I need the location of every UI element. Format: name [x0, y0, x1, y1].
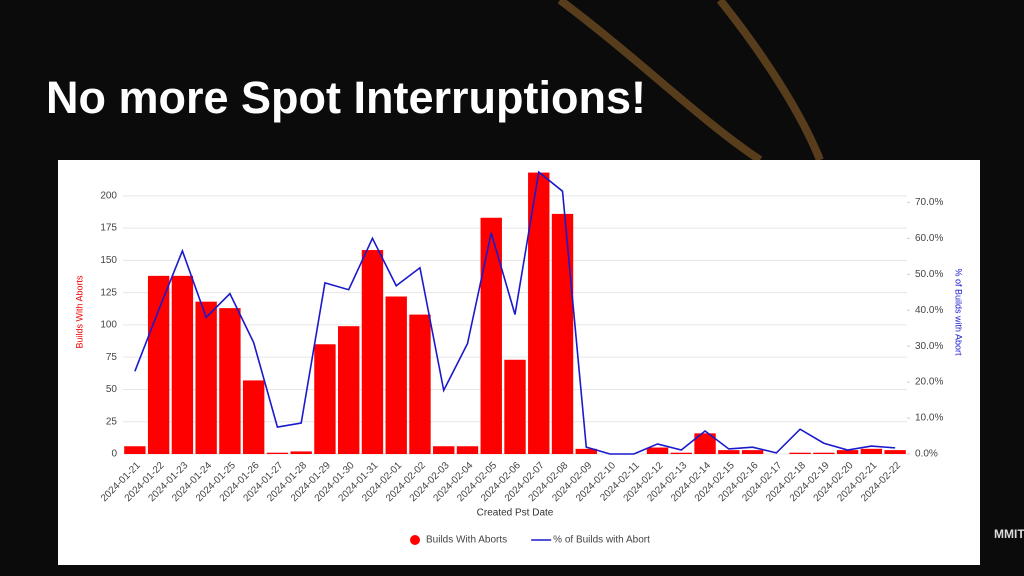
x-axis-title: Created Pst Date [477, 508, 554, 519]
bar [884, 450, 906, 454]
legend-swatch [410, 535, 420, 545]
y2-tick-label: 30.0% [915, 341, 943, 352]
bar [147, 275, 170, 454]
bar [528, 172, 550, 454]
decoration [557, 0, 824, 164]
bar [836, 450, 859, 454]
bar [646, 447, 669, 454]
bar [433, 446, 455, 454]
bar [480, 217, 502, 454]
bar [670, 452, 692, 454]
y2-tick-label: 20.0% [915, 377, 943, 388]
bar [860, 448, 883, 454]
y-tick-label: 50 [106, 384, 118, 395]
logo-text: MMIT [994, 527, 1024, 541]
bar [789, 452, 811, 454]
y2-axis-title: % of Builds with Abort [954, 268, 964, 356]
y2-tick-label: 0.0% [915, 449, 938, 460]
bar [456, 446, 479, 454]
y-tick-label: 0 [111, 449, 117, 460]
bar [409, 314, 431, 454]
bar [741, 450, 764, 454]
legend-label: % of Builds with Abort [553, 535, 650, 546]
slide-title: No more Spot Interruptions! [46, 72, 646, 123]
bar [266, 452, 289, 454]
line [134, 170, 896, 455]
bar [694, 433, 716, 454]
bar [171, 275, 194, 454]
legend-label: Builds With Aborts [426, 535, 507, 546]
y-tick-label: 150 [100, 255, 117, 266]
y-axis-title: Builds With Aborts [74, 275, 84, 349]
bar [718, 450, 740, 454]
bar [242, 380, 265, 454]
y-tick-label: 125 [100, 287, 117, 298]
bar [314, 344, 336, 454]
bar [575, 448, 597, 454]
y-tick-label: 175 [100, 223, 117, 234]
y-tick-label: 25 [106, 416, 118, 427]
y-tick-label: 200 [100, 190, 117, 201]
bar [361, 250, 384, 454]
y2-tick-label: 50.0% [915, 269, 943, 280]
y2-tick-label: 10.0% [915, 413, 943, 424]
y-tick-label: 100 [100, 320, 117, 331]
y2-tick-label: 70.0% [915, 197, 943, 208]
bar [504, 359, 526, 454]
y-tick-label: 75 [106, 352, 118, 363]
bar [195, 301, 217, 454]
bar [219, 308, 241, 454]
bar [385, 296, 407, 454]
bar [551, 213, 574, 454]
bar [290, 451, 312, 454]
bar [124, 446, 146, 454]
y2-tick-label: 40.0% [915, 305, 943, 316]
y2-tick-label: 60.0% [915, 233, 943, 244]
bar [338, 326, 360, 454]
bar [813, 452, 835, 454]
